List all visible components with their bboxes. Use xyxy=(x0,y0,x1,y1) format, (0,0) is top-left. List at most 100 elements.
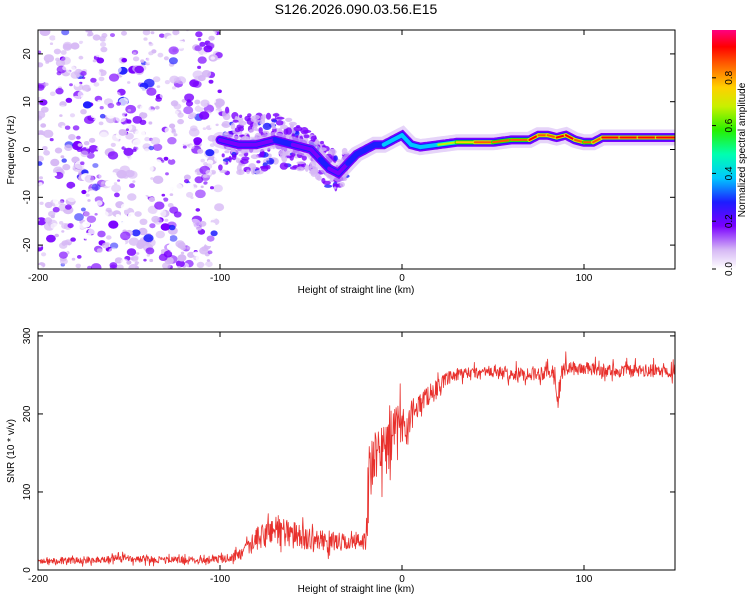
snr-panel: -200 -100 0 100 0 100 200 300 Height of straigh… xyxy=(6,327,676,595)
heatmap-cell xyxy=(88,228,96,235)
heatmap-cell xyxy=(168,46,179,55)
y-tick-label: 300 xyxy=(22,327,33,344)
heatmap-cell xyxy=(183,106,194,115)
heatmap-cell xyxy=(147,109,158,118)
heatmap-cell xyxy=(132,52,137,55)
heatmap-cell xyxy=(90,77,97,83)
heatmap-cell xyxy=(38,232,41,236)
heatmap-cell xyxy=(140,59,145,63)
heatmap-cell xyxy=(77,90,89,99)
heatmap-cell xyxy=(61,230,65,233)
heatmap-cell xyxy=(207,250,213,255)
heatmap-cell xyxy=(141,102,146,107)
heatmap-cell xyxy=(196,261,205,268)
heatmap-cell xyxy=(127,109,132,112)
ridge-peak-segment xyxy=(437,141,458,146)
heatmap-cell xyxy=(260,115,266,122)
heatmap-cell xyxy=(127,193,137,201)
heatmap-cell xyxy=(195,208,201,212)
heatmap-cell xyxy=(189,112,197,118)
heatmap-cell xyxy=(78,55,84,60)
heatmap-cell xyxy=(105,207,112,213)
heatmap-cell xyxy=(40,106,49,113)
heatmap-cell xyxy=(67,223,74,229)
heatmap-cell xyxy=(143,37,148,41)
heatmap-cell xyxy=(250,168,256,175)
heatmap-cell xyxy=(101,211,109,217)
y-tick-label: 20 xyxy=(22,48,33,60)
heatmap-cell xyxy=(59,114,63,117)
heatmap-cell xyxy=(71,257,76,261)
heatmap-cell xyxy=(53,48,62,55)
heatmap-cell xyxy=(324,184,333,188)
heatmap-cell xyxy=(38,45,43,50)
heatmap-cell xyxy=(134,129,146,139)
heatmap-cell xyxy=(41,252,47,257)
y-tick-label: 0 xyxy=(22,567,33,573)
heatmap-cell xyxy=(152,175,164,184)
heatmap-cell xyxy=(44,82,49,87)
y-tick-label: -10 xyxy=(22,190,33,205)
colorbar-tick-label: 0.4 xyxy=(724,166,735,180)
colorbar-gradient xyxy=(712,30,736,269)
heatmap-cell xyxy=(102,227,108,231)
heatmap-cell xyxy=(138,262,144,267)
heatmap-cell xyxy=(199,220,207,227)
heatmap-cell xyxy=(61,158,67,163)
heatmap-cell xyxy=(77,197,81,200)
heatmap-cell xyxy=(168,57,178,65)
heatmap-cell xyxy=(38,84,45,91)
heatmap-cell xyxy=(134,34,145,44)
x-tick-label: 100 xyxy=(576,273,593,284)
heatmap-cell xyxy=(117,179,121,182)
heatmap-cell xyxy=(105,180,113,187)
heatmap-cell xyxy=(98,76,105,82)
heatmap-cell xyxy=(77,183,84,189)
heatmap-cell xyxy=(159,92,167,99)
heatmap-cell xyxy=(128,237,140,246)
heatmap-cell xyxy=(236,164,242,172)
snr-series-line xyxy=(38,351,675,567)
heatmap-cell xyxy=(55,57,60,62)
heatmap-cell xyxy=(187,158,193,163)
heatmap-cell xyxy=(218,164,223,171)
heatmap-cell xyxy=(177,112,184,118)
heatmap-cell xyxy=(310,170,318,177)
heatmap-cell xyxy=(86,71,94,78)
heatmap-cell xyxy=(145,247,155,255)
heatmap-cell xyxy=(308,166,312,170)
heatmap-cell xyxy=(131,256,139,262)
heatmap-cell xyxy=(296,166,305,172)
heatmap-cell xyxy=(39,30,51,36)
heatmap-cell xyxy=(65,97,73,103)
heatmap-cell xyxy=(114,192,120,198)
heatmap-cell xyxy=(80,49,89,56)
heatmap-cell xyxy=(122,123,133,132)
colorbar-tick-label: 0.2 xyxy=(724,214,735,228)
heatmap-cell xyxy=(71,95,81,103)
heatmap-cell xyxy=(202,265,209,269)
heatmap-cell xyxy=(214,203,225,212)
heatmap-cell xyxy=(271,126,277,130)
heatmap-cell xyxy=(112,105,118,110)
heatmap-cell xyxy=(68,134,76,141)
heatmap-cell xyxy=(50,158,60,167)
heatmap-cell xyxy=(90,221,99,229)
heatmap-cell xyxy=(183,92,187,96)
heatmap-cell xyxy=(123,147,134,156)
heatmap-cell xyxy=(150,137,161,145)
heatmap-cell xyxy=(186,246,191,250)
heatmap-cell xyxy=(56,105,62,111)
heatmap-cell xyxy=(252,115,261,120)
y-tick-label: 200 xyxy=(22,405,33,422)
heatmap-cell xyxy=(38,110,46,119)
figure-title: S126.2026.090.03.56.E15 xyxy=(275,1,438,17)
heatmap-cell xyxy=(148,121,153,125)
heatmap-cell xyxy=(62,65,69,71)
heatmap-cell xyxy=(214,226,220,231)
heatmap-cell xyxy=(194,176,204,184)
heatmap-cell xyxy=(78,239,88,248)
heatmap-cell xyxy=(112,99,117,103)
heatmap-cell xyxy=(208,192,215,198)
heatmap-cell xyxy=(63,231,75,240)
